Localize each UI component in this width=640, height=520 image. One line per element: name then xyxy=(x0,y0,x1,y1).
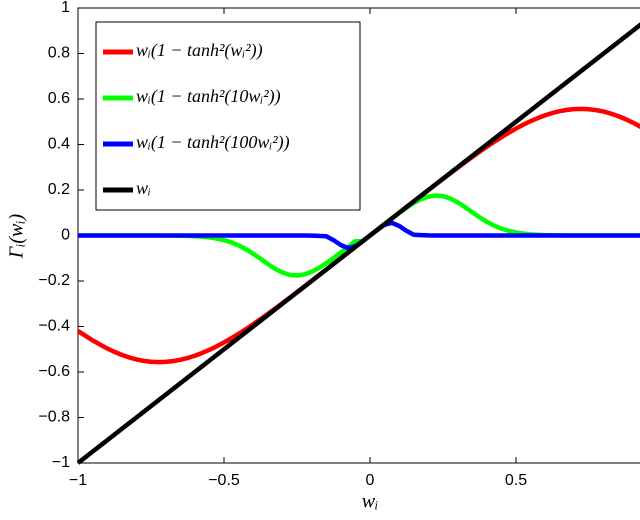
x-tick-label: −1 xyxy=(69,472,87,489)
legend-label: wᵢ(1 − tanh²(10wᵢ²)) xyxy=(136,86,281,107)
y-axis-label: Γᵢ(wᵢ) xyxy=(6,213,28,259)
y-tick-label: −0.4 xyxy=(38,318,70,335)
x-tick-label: −0.5 xyxy=(208,472,240,489)
y-tick-label: −0.6 xyxy=(38,363,70,380)
x-axis-label: wᵢ xyxy=(362,491,379,513)
y-tick-label: 0 xyxy=(61,227,70,244)
y-tick-label: 0.2 xyxy=(48,181,70,198)
legend-label: wᵢ xyxy=(136,178,151,198)
series-line xyxy=(76,22,640,465)
legend: wᵢ(1 − tanh²(wᵢ²)) wᵢ(1 − tanh²(10wᵢ²)) wᵢ… xyxy=(95,21,361,211)
y-tick-label: −1 xyxy=(52,454,70,471)
y-tick-label: 0.4 xyxy=(48,136,70,153)
x-tick-label: 0 xyxy=(366,472,375,489)
y-tick-label: 1 xyxy=(61,0,70,16)
x-tick-label: 0.5 xyxy=(505,472,527,489)
y-tick-label: −0.8 xyxy=(38,409,70,426)
legend-label: wᵢ(1 − tanh²(wᵢ²)) xyxy=(136,40,263,61)
legend-box xyxy=(95,21,361,211)
y-tick-label: 0.8 xyxy=(48,45,70,62)
legend-label: wᵢ(1 − tanh²(100wᵢ²)) xyxy=(136,132,290,153)
y-tick-label: −0.2 xyxy=(38,272,70,289)
y-tick-label: 0.6 xyxy=(48,90,70,107)
